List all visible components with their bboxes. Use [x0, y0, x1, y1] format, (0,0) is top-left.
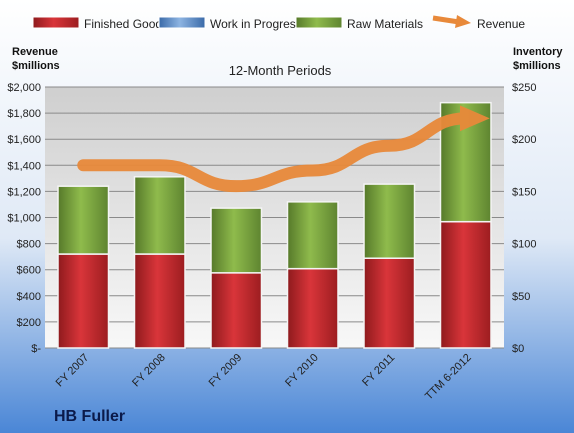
- bar-finished-goods-ttm-6-2012: [439, 220, 492, 349]
- right-tick-label: $0: [512, 343, 524, 355]
- bar-raw-materials-fy-2011: [363, 183, 416, 259]
- company-name: HB Fuller: [54, 408, 125, 425]
- legend-item-raw-materials: Raw Materials: [295, 16, 423, 31]
- legend: Finished Goods Work in Progress Raw Materi…: [32, 15, 525, 31]
- right-tick-label: $200: [512, 134, 536, 146]
- legend-label: Work in Progress: [210, 17, 302, 31]
- bar-raw-materials-fy-2009: [210, 207, 263, 274]
- left-axis-title-line1: Revenue: [12, 46, 58, 58]
- left-tick-label: $1,200: [7, 186, 41, 198]
- bar-finished-goods-fy-2007: [57, 253, 110, 349]
- left-axis-title-line2: $millions: [12, 60, 60, 72]
- left-tick-label: $1,400: [7, 160, 41, 172]
- legend-swatch: [295, 16, 343, 29]
- left-tick-label: $2,000: [7, 82, 41, 94]
- bar-finished-goods-fy-2011: [363, 257, 416, 349]
- right-tick-label: $250: [512, 82, 536, 94]
- chart-title: 12-Month Periods: [229, 63, 332, 78]
- legend-swatch: [158, 16, 206, 29]
- bar-raw-materials-fy-2007: [57, 185, 110, 255]
- right-tick-label: $100: [512, 239, 536, 251]
- legend-item-finished-goods: Finished Goods: [32, 16, 168, 31]
- bars: [57, 101, 492, 349]
- revenue-line: [77, 105, 490, 193]
- legend-arrow: [455, 15, 471, 28]
- legend-item-work-in-progress: Work in Progress: [158, 16, 302, 31]
- left-tick-label: $200: [17, 317, 41, 329]
- bar-raw-materials-fy-2008: [133, 176, 186, 255]
- right-axis-title-line1: Inventory: [513, 46, 563, 58]
- revenue-series: [77, 105, 490, 193]
- bar-finished-goods-fy-2010: [286, 267, 339, 349]
- legend-label: Revenue: [477, 17, 525, 31]
- legend-swatch: [32, 16, 80, 29]
- left-tick-label: $400: [17, 291, 41, 303]
- left-axis-ticks: $- $200 $400 $600 $800 $1,000 $1,200 $1,400 $1,6…: [7, 82, 41, 355]
- right-axis-ticks: $0 $50 $100 $150 $200 $250: [512, 82, 536, 355]
- legend-swatch: [432, 15, 460, 25]
- bar-raw-materials-fy-2010: [286, 201, 339, 270]
- bar-finished-goods-fy-2008: [133, 253, 186, 349]
- legend-item-revenue: Revenue: [432, 15, 525, 31]
- right-tick-label: $50: [512, 291, 530, 303]
- left-tick-label: $1,000: [7, 213, 41, 225]
- legend-label: Finished Goods: [84, 17, 168, 31]
- left-tick-label: $-: [31, 343, 41, 355]
- gridlines: [45, 86, 504, 349]
- left-tick-label: $1,800: [7, 108, 41, 120]
- right-axis-title-line2: $millions: [513, 60, 561, 72]
- bar-finished-goods-fy-2009: [210, 272, 263, 349]
- right-tick-label: $150: [512, 186, 536, 198]
- left-tick-label: $1,600: [7, 134, 41, 146]
- left-tick-label: $600: [17, 265, 41, 277]
- legend-label: Raw Materials: [347, 17, 423, 31]
- left-tick-label: $800: [17, 239, 41, 251]
